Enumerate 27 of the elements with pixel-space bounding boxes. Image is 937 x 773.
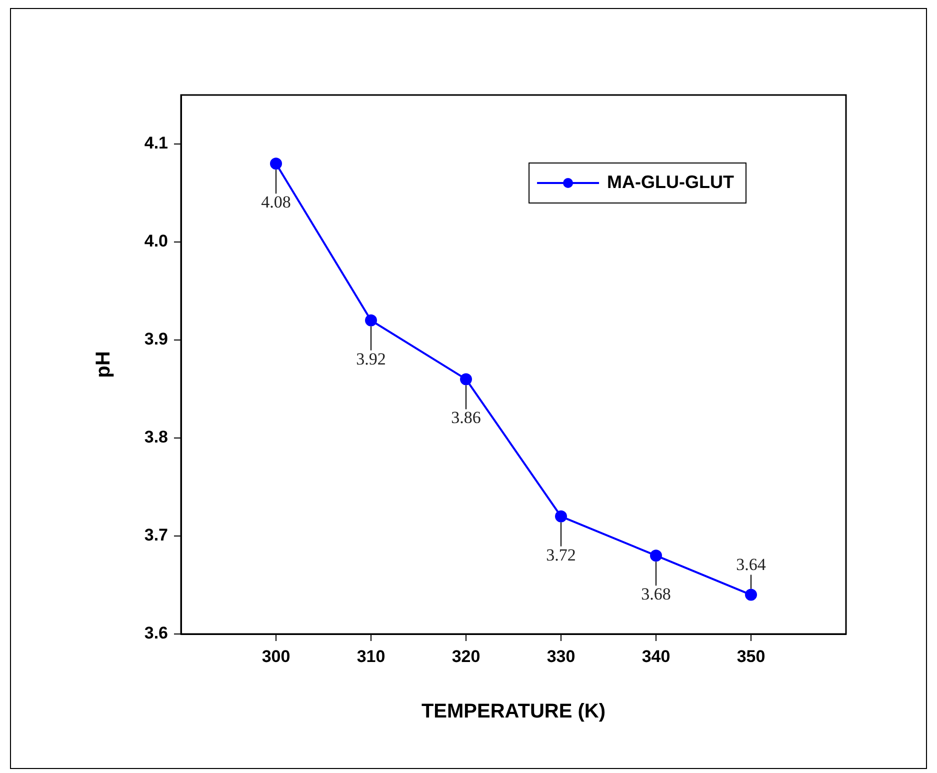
x-tick-label: 310 [356, 646, 386, 666]
point [650, 550, 662, 562]
point [365, 314, 377, 326]
point [270, 158, 282, 170]
data-label: 3.64 [736, 554, 766, 574]
y-tick-label: 3.6 [144, 624, 168, 643]
data-label: 3.72 [546, 545, 576, 564]
x-tick-label: 350 [736, 646, 766, 666]
x-tick-label: 330 [546, 646, 576, 666]
y-tick-label: 4.0 [144, 232, 168, 251]
point [460, 373, 472, 386]
point [745, 588, 757, 601]
data-label: 3.92 [356, 349, 386, 368]
data-label: 4.08 [261, 192, 291, 212]
data-label: 3.86 [451, 408, 481, 428]
y-tick-label: 4.1 [144, 134, 168, 153]
point [555, 510, 567, 522]
x-tick-label: 340 [642, 646, 670, 666]
y-tick-label: 3.7 [144, 526, 168, 545]
y-axis-title: pH [92, 351, 115, 378]
legend-label: MA-GLU-GLUT [607, 172, 734, 192]
x-axis-title: TEMPERATURE (K) [421, 700, 606, 723]
data-label: 3.68 [641, 584, 671, 604]
x-tick-label: 320 [452, 646, 480, 666]
y-tick-label: 3.9 [144, 330, 168, 349]
y-tick-label: 3.8 [144, 428, 168, 447]
x-tick-label: 300 [262, 646, 290, 666]
